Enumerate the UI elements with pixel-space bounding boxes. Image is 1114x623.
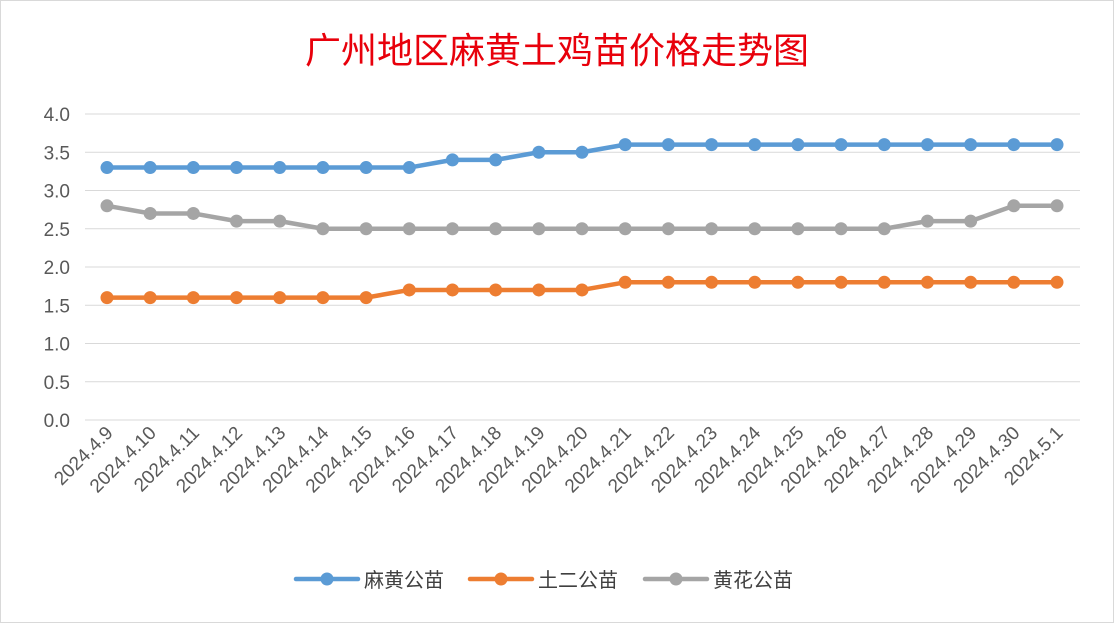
series-2-point (748, 222, 762, 236)
series-0-point (618, 138, 632, 152)
series-1-point (402, 283, 416, 297)
series-1-point (661, 275, 675, 289)
series-1-point (143, 291, 157, 305)
series-0-point (661, 138, 675, 152)
series-2-point (877, 222, 891, 236)
series-1-point (359, 291, 373, 305)
series-1-point (445, 283, 459, 297)
series-1-point (316, 291, 330, 305)
series-2-point (964, 214, 978, 228)
series-1-point (489, 283, 503, 297)
series-2-point (920, 214, 934, 228)
legend-label: 黄花公苗 (713, 568, 793, 592)
y-tick-label: 2.0 (44, 258, 70, 279)
legend-marker (320, 572, 334, 586)
series-0-point (316, 161, 330, 175)
series-2-point (1007, 199, 1021, 213)
series-0-point (532, 145, 546, 159)
y-tick-label: 1.0 (44, 335, 70, 356)
series-2-point (575, 222, 589, 236)
legend-marker (494, 572, 508, 586)
series-0-point (273, 161, 287, 175)
series-1-point (100, 291, 114, 305)
chart-title: 广州地区麻黄土鸡苗价格走势图 (304, 31, 809, 72)
legend-label: 土二公苗 (538, 568, 618, 592)
series-0-point (402, 161, 416, 175)
y-tick-label: 1.5 (44, 296, 70, 317)
series-0-point (964, 138, 978, 152)
series-2-point (273, 214, 287, 228)
series-0-point (489, 153, 503, 167)
series-2-point (1050, 199, 1064, 213)
series-1-point (273, 291, 287, 305)
series-1-point (791, 275, 805, 289)
series-1-point (964, 275, 978, 289)
series-0-point (186, 161, 200, 175)
series-2-point (402, 222, 416, 236)
series-0-point (920, 138, 934, 152)
legend-marker (669, 572, 683, 586)
series-2-point (661, 222, 675, 236)
series-1-point (877, 275, 891, 289)
series-0-point (445, 153, 459, 167)
y-tick-label: 3.5 (44, 143, 70, 164)
series-0-point (1050, 138, 1064, 152)
series-0-point (230, 161, 244, 175)
series-0-point (748, 138, 762, 152)
series-2-point (359, 222, 373, 236)
series-2-point (489, 222, 503, 236)
series-2-point (618, 222, 632, 236)
series-2-point (532, 222, 546, 236)
series-2-point (143, 206, 157, 220)
series-2-point (834, 222, 848, 236)
series-2-point (186, 206, 200, 220)
series-0-point (575, 145, 589, 159)
series-0-point (705, 138, 719, 152)
series-2-point (316, 222, 330, 236)
series-2-point (230, 214, 244, 228)
y-tick-label: 4.0 (44, 105, 70, 126)
series-0-point (791, 138, 805, 152)
series-2-point (445, 222, 459, 236)
series-1-point (618, 275, 632, 289)
series-1-point (920, 275, 934, 289)
series-2-point (705, 222, 719, 236)
legend-label: 麻黄公苗 (364, 568, 444, 592)
series-2-point (100, 199, 114, 213)
series-1-point (575, 283, 589, 297)
series-0-point (1007, 138, 1021, 152)
series-0-point (100, 161, 114, 175)
series-1-point (705, 275, 719, 289)
series-0-point (359, 161, 373, 175)
series-2-point (791, 222, 805, 236)
series-0-point (143, 161, 157, 175)
series-1-point (230, 291, 244, 305)
series-1-point (532, 283, 546, 297)
y-tick-label: 0.5 (44, 373, 70, 394)
y-tick-label: 2.5 (44, 220, 70, 241)
series-1-point (1007, 275, 1021, 289)
series-0-point (877, 138, 891, 152)
series-1-point (186, 291, 200, 305)
series-1-point (834, 275, 848, 289)
series-1-point (748, 275, 762, 289)
y-tick-label: 0.0 (44, 411, 70, 432)
y-tick-label: 3.0 (44, 182, 70, 203)
series-0-point (834, 138, 848, 152)
series-1-point (1050, 275, 1064, 289)
